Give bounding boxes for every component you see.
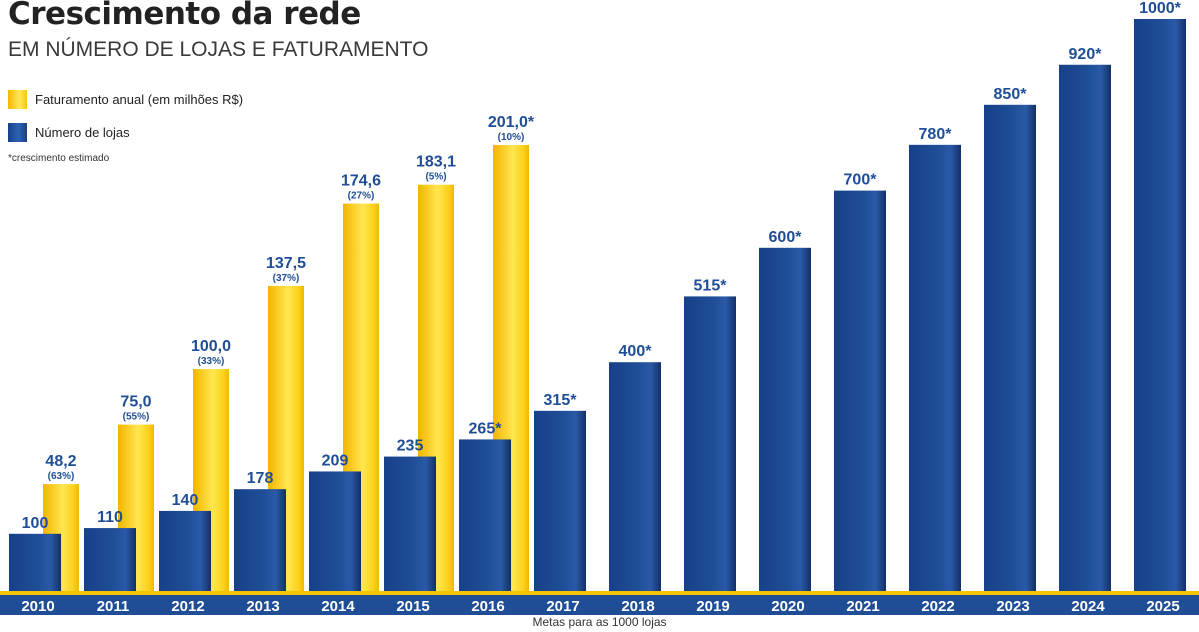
revenue-value-label-2015: 183,1 — [416, 154, 456, 171]
x-tick-label-2017: 2017 — [546, 598, 579, 615]
stores-bar-2025 — [1134, 19, 1186, 591]
stores-value-label-2010: 100 — [22, 515, 49, 532]
x-tick-label-2025: 2025 — [1146, 598, 1179, 615]
stores-bar-2010 — [9, 533, 61, 591]
x-tick-label-2015: 2015 — [396, 598, 429, 615]
stores-bar-2020 — [759, 247, 811, 592]
x-tick-label-2014: 2014 — [321, 598, 355, 615]
legend-item-stores: Número de lojas — [8, 123, 130, 142]
stores-value-label-2014: 209 — [322, 452, 349, 469]
x-tick-label-2022: 2022 — [921, 598, 954, 615]
stores-value-label-2016: 265* — [469, 420, 503, 437]
revenue-value-label-2016: 201,0* — [488, 114, 535, 131]
revenue-growth-label-2011: (55%) — [123, 412, 150, 423]
stores-bar-2011 — [84, 528, 136, 591]
stores-bar-2017 — [534, 410, 586, 591]
stores-value-label-2021: 700* — [844, 172, 878, 189]
stores-value-label-2017: 315* — [544, 392, 578, 409]
stores-value-label-2023: 850* — [994, 86, 1028, 103]
stores-bar-2012 — [159, 510, 211, 591]
legend-swatch-stores — [8, 123, 27, 142]
stores-value-label-2024: 920* — [1069, 46, 1103, 63]
stores-value-label-2019: 515* — [694, 277, 728, 294]
stores-value-label-2012: 140 — [172, 492, 199, 509]
chart-caption: Metas para as 1000 lojas — [532, 615, 667, 629]
revenue-growth-label-2016: (10%) — [498, 132, 525, 143]
x-tick-label-2020: 2020 — [771, 598, 804, 615]
revenue-growth-label-2014: (27%) — [348, 191, 375, 202]
legend-swatch-revenue — [8, 90, 27, 109]
stores-value-label-2020: 600* — [769, 229, 803, 246]
stores-bar-2021 — [834, 190, 886, 591]
x-tick-label-2019: 2019 — [696, 598, 729, 615]
stores-value-label-2025: 1000* — [1139, 0, 1182, 17]
x-tick-label-2013: 2013 — [246, 598, 279, 615]
revenue-growth-label-2015: (5%) — [425, 172, 446, 183]
chart-subtitle: EM NÚMERO DE LOJAS E FATURAMENTO — [8, 38, 429, 61]
stores-value-label-2015: 235 — [397, 438, 424, 455]
revenue-growth-label-2013: (37%) — [273, 273, 300, 284]
x-tick-label-2018: 2018 — [621, 598, 654, 615]
legend-label-stores: Número de lojas — [35, 125, 130, 140]
revenue-growth-label-2010: (63%) — [48, 471, 75, 482]
revenue-value-label-2012: 100,0 — [191, 338, 231, 355]
legend-label-revenue: Faturamento anual (em milhões R$) — [35, 92, 244, 107]
stores-bar-2014 — [309, 471, 361, 591]
stores-value-label-2022: 780* — [919, 126, 953, 143]
legend-item-revenue: Faturamento anual (em milhões R$) — [8, 90, 243, 109]
footnote: *crescimento estimado — [8, 153, 110, 164]
stores-bar-2019 — [684, 296, 736, 591]
stores-bar-2018 — [609, 362, 661, 591]
stores-bar-2023 — [984, 104, 1036, 592]
stores-bar-2013 — [234, 489, 286, 591]
stores-value-label-2011: 110 — [97, 509, 123, 526]
stores-bar-2024 — [1059, 64, 1111, 591]
bar-chart: 48,2(63%) 75,0(55%) 100,0(33%) 137,5(37%) 17… — [0, 0, 1199, 615]
revenue-value-label-2011: 75,0 — [120, 394, 151, 411]
revenue-value-label-2010: 48,2 — [45, 453, 76, 470]
stores-value-label-2018: 400* — [619, 343, 653, 360]
revenue-value-label-2013: 137,5 — [266, 255, 306, 272]
x-tick-label-2023: 2023 — [996, 598, 1029, 615]
x-tick-label-2011: 2011 — [97, 598, 130, 615]
revenue-value-label-2014: 174,6 — [341, 173, 381, 190]
stores-bar-2022 — [909, 144, 961, 591]
x-axis-line — [0, 591, 1199, 595]
x-tick-label-2024: 2024 — [1071, 598, 1105, 615]
stores-bar-2016 — [459, 439, 511, 591]
stores-bar-2015 — [384, 456, 436, 591]
x-tick-label-2016: 2016 — [471, 598, 504, 615]
stores-value-label-2013: 178 — [247, 470, 274, 487]
x-tick-label-2012: 2012 — [171, 598, 204, 615]
x-tick-label-2010: 2010 — [21, 598, 54, 615]
chart-title: Crescimento da rede — [8, 0, 361, 32]
revenue-growth-label-2012: (33%) — [198, 356, 225, 367]
x-tick-label-2021: 2021 — [846, 598, 879, 615]
